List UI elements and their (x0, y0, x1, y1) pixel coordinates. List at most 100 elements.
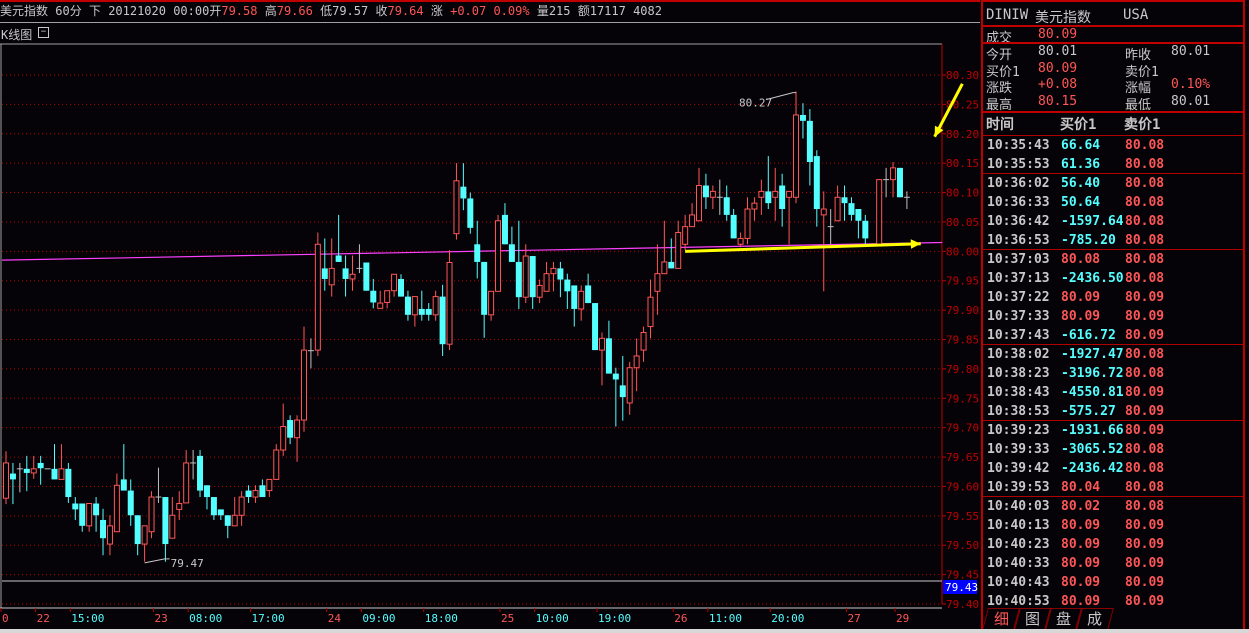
tick-time: 10:35:53 (987, 157, 1050, 172)
candle-body (439, 296, 446, 345)
tab-label: 盘 (1056, 610, 1072, 628)
tick-row[interactable]: 10:36:42 -1597.64 80.08 (987, 214, 1237, 233)
volume: 量215 (536, 4, 571, 18)
candle-body (162, 497, 169, 545)
open-label: 今开 (986, 48, 1013, 63)
tick-time: 10:36:53 (987, 233, 1050, 248)
change-value: +0.07 (450, 4, 487, 18)
candle-body (134, 515, 141, 545)
candle-body (176, 503, 183, 510)
high-value: 79.66 (276, 4, 313, 18)
tick-row[interactable]: 10:39:53 80.04 80.08 (987, 480, 1237, 499)
tick-row[interactable]: 10:39:33 -3065.52 80.08 (987, 442, 1237, 461)
tick-row[interactable]: 10:37:33 80.09 80.09 (987, 309, 1237, 328)
last-price: 80.09 (1038, 27, 1078, 42)
x-tick-label: 29 (896, 612, 909, 625)
tab-3[interactable]: 成 (1075, 608, 1115, 630)
high-price: 80.15 (1038, 94, 1078, 109)
tick-ask: 80.09 (1125, 328, 1165, 343)
candle-body (793, 114, 800, 198)
tick-row[interactable]: 10:40:33 80.09 80.09 (987, 556, 1237, 575)
tick-row[interactable]: 10:35:53 61.36 80.08 (987, 157, 1237, 176)
candle-body (564, 279, 571, 292)
tick-time: 10:39:53 (987, 480, 1050, 495)
tick-row[interactable]: 10:38:43 -4550.81 80.09 (987, 385, 1237, 404)
datetime: 20121020 00:00 (108, 4, 210, 18)
candle-body (280, 426, 287, 451)
candle-body (896, 167, 903, 198)
low-label: 低 (320, 4, 333, 18)
candle-body (605, 338, 612, 374)
tick-row[interactable]: 10:37:22 80.09 80.09 (987, 290, 1237, 309)
tick-row[interactable]: 10:40:13 80.09 80.09 (987, 518, 1237, 537)
candle-body (418, 308, 425, 315)
tick-ask: 80.09 (1125, 385, 1165, 400)
y-tick-label: 80.05 (946, 216, 979, 229)
tick-bid: -1931.66 (1061, 423, 1124, 438)
tick-bid: -4550.81 (1061, 385, 1124, 400)
y-tick-label: 79.95 (946, 275, 979, 288)
tick-ask: 80.09 (1125, 556, 1165, 571)
y-tick-label: 79.60 (946, 480, 979, 493)
tick-row[interactable]: 10:37:43 -616.72 80.09 (987, 328, 1237, 347)
tick-bid: -575.27 (1061, 404, 1116, 419)
candle-body (127, 490, 134, 516)
tick-row[interactable]: 10:39:42 -2436.42 80.08 (987, 461, 1237, 480)
candle-body (515, 261, 522, 298)
candle-body (169, 514, 176, 539)
tick-row[interactable]: 10:39:23 -1931.66 80.09 (987, 423, 1237, 442)
candle-body (640, 331, 647, 351)
tick-row[interactable]: 10:38:23 -3196.72 80.08 (987, 366, 1237, 385)
tick-ask: 80.08 (1125, 176, 1165, 191)
tick-row[interactable]: 10:38:53 -575.27 80.09 (987, 404, 1237, 423)
period[interactable]: 60分 (55, 4, 82, 18)
high-label: 高 (264, 4, 277, 18)
tab-label: 细 (994, 610, 1010, 628)
tick-ask: 80.08 (1125, 233, 1165, 248)
tick-bid: -1597.64 (1061, 214, 1124, 229)
y-tick-label: 79.50 (946, 539, 979, 552)
tick-row[interactable]: 10:35:43 66.64 80.08 (987, 138, 1237, 157)
tick-row[interactable]: 10:37:03 80.08 80.08 (987, 252, 1237, 271)
tick-ask: 80.08 (1125, 271, 1165, 286)
candle-body (550, 267, 557, 275)
candle-body (834, 196, 841, 222)
bid-label: 买价1 (986, 65, 1020, 80)
candle-body (508, 244, 515, 262)
candle-body (72, 503, 79, 510)
tick-row[interactable]: 10:37:13 -2436.50 80.08 (987, 271, 1237, 290)
tick-bid: -785.20 (1061, 233, 1116, 248)
tick-row[interactable]: 10:36:33 50.64 80.08 (987, 195, 1237, 214)
candle-body (668, 261, 675, 269)
minus-box-icon[interactable]: − (38, 27, 49, 38)
tick-row[interactable]: 10:40:23 80.09 80.09 (987, 537, 1237, 556)
y-tick-label: 80.20 (946, 128, 979, 141)
col-bid: 买价1 (1060, 117, 1097, 133)
high-label: 最高 (986, 98, 1013, 113)
tick-row[interactable]: 10:40:03 80.02 80.08 (987, 499, 1237, 518)
candle-body (890, 167, 897, 181)
tick-row[interactable]: 10:40:43 80.09 80.09 (987, 575, 1237, 594)
candlestick-chart[interactable]: 80.3080.2580.2080.1580.1080.0580.0079.95… (0, 0, 980, 633)
candle-body (23, 468, 30, 473)
tick-row[interactable]: 10:36:53 -785.20 80.08 (987, 233, 1237, 252)
tick-ask: 80.09 (1125, 594, 1165, 609)
candle-body (197, 455, 204, 491)
tick-bid: 61.36 (1061, 157, 1101, 172)
x-tick-label: 10:00 (536, 612, 569, 625)
open-value: 79.58 (221, 4, 258, 18)
amount: 额17117 4082 (577, 4, 662, 18)
tick-time: 10:36:02 (987, 176, 1050, 191)
candle-body (501, 214, 508, 245)
tick-bid: 80.09 (1061, 537, 1101, 552)
candle-body (689, 214, 696, 228)
tick-row[interactable]: 10:40:53 80.09 80.09 (987, 594, 1237, 613)
candle-body (647, 296, 654, 328)
tick-row[interactable]: 10:36:02 56.40 80.08 (987, 176, 1237, 195)
y-tick-label: 79.40 (946, 598, 979, 611)
candle-body (404, 296, 411, 315)
tick-row[interactable]: 10:38:02 -1927.47 80.08 (987, 347, 1237, 366)
y-tick-label: 79.65 (946, 451, 979, 464)
annotation-arrow-head-icon (934, 125, 944, 137)
candle-body (266, 478, 273, 492)
